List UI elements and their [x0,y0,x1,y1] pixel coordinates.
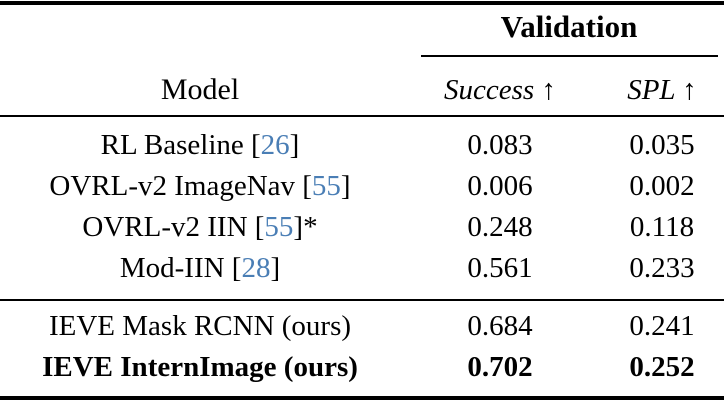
spl-value: 0.002 [629,170,695,202]
column-group-header-validation: Validation [500,9,638,44]
model-cell: IEVE InternImage (ours) [0,351,400,384]
table-row: OVRL-v2 ImageNav [55] 0.006 0.002 [0,166,724,207]
model-name: RL Baseline [ [100,129,261,161]
success-value: 0.083 [467,129,533,161]
model-name-suffix: ] [340,170,351,202]
model-cell: OVRL-v2 IIN [55]* [0,211,400,244]
spl-value: 0.233 [629,252,695,284]
model-cell: RL Baseline [26] [0,129,400,162]
citation-link[interactable]: 28 [241,252,271,284]
column-header-row: Model Success ↑ SPL ↑ [0,70,724,110]
model-name-suffix: ]* [293,211,318,243]
spl-value: 0.118 [629,211,695,243]
table-bottomrule [0,396,724,400]
success-value: 0.248 [467,211,533,243]
citation-link[interactable]: 55 [311,170,341,202]
model-name: OVRL-v2 IIN [ [82,211,265,243]
spl-value: 0.241 [629,310,695,342]
model-name: IEVE InternImage (ours) [42,351,358,383]
spl-value: 0.252 [629,351,695,383]
column-header-model: Model [160,73,240,106]
validation-cmidrule [421,55,718,57]
table-row: OVRL-v2 IIN [55]* 0.248 0.118 [0,207,724,248]
model-name-suffix: ] [289,129,300,161]
spl-value: 0.035 [629,129,695,161]
ours-rows-group: IEVE Mask RCNN (ours) 0.684 0.241 IEVE I… [0,306,724,388]
model-name-suffix: ] [270,252,281,284]
model-name: IEVE Mask RCNN (ours) [48,310,352,342]
model-name: OVRL-v2 ImageNav [ [49,170,312,202]
model-cell: IEVE Mask RCNN (ours) [0,310,400,343]
model-cell: OVRL-v2 ImageNav [55] [0,170,400,203]
success-value: 0.684 [467,310,533,342]
column-header-success: Success ↑ [444,73,556,106]
table-row: IEVE Mask RCNN (ours) 0.684 0.241 [0,306,724,347]
model-name: Mod-IIN [ [119,252,242,284]
column-header-spl: SPL ↑ [627,73,697,106]
header-body-rule [0,115,724,117]
baseline-rows-group: RL Baseline [26] 0.083 0.035 OVRL-v2 Ima… [0,125,724,289]
success-value: 0.702 [467,351,533,383]
table-row: RL Baseline [26] 0.083 0.035 [0,125,724,166]
citation-link[interactable]: 26 [260,129,290,161]
table-row-best: IEVE InternImage (ours) 0.702 0.252 [0,347,724,388]
section-divider-rule [0,299,724,301]
success-value: 0.006 [467,170,533,202]
success-value: 0.561 [467,252,533,284]
table-row: Mod-IIN [28] 0.561 0.233 [0,248,724,289]
table-toprule [0,1,724,5]
model-cell: Mod-IIN [28] [0,252,400,285]
citation-link[interactable]: 55 [264,211,294,243]
